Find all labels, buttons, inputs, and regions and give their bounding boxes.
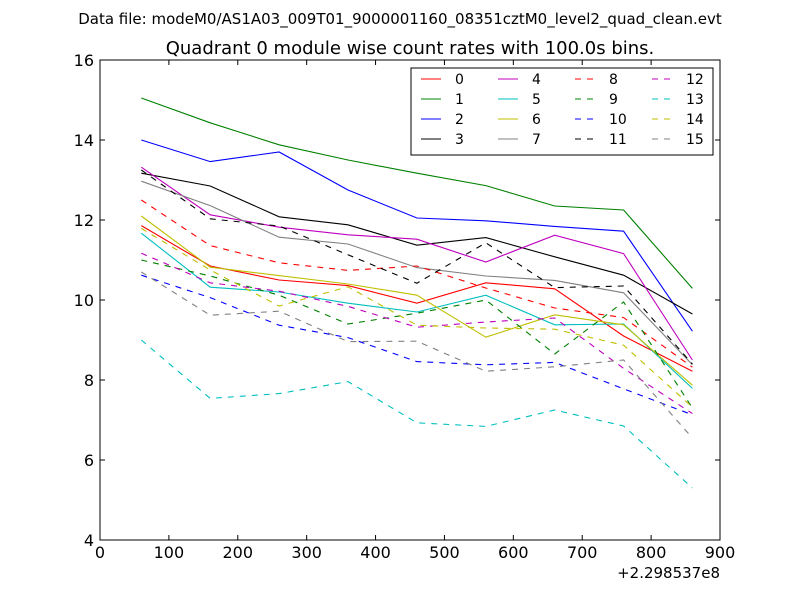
legend-label: 6 [532, 112, 541, 128]
series-line-7 [141, 180, 693, 366]
legend-entry-4: 4 [498, 72, 541, 88]
legend-entry-12: 12 [652, 72, 704, 88]
legend-label: 10 [609, 112, 627, 128]
y-tick-label: 10 [74, 291, 94, 310]
legend-box [410, 67, 714, 156]
legend-entry-7: 7 [498, 132, 541, 148]
legend-entry-8: 8 [575, 72, 618, 88]
series-line-14 [141, 227, 693, 408]
legend-entry-10: 10 [575, 112, 627, 128]
legend-label: 12 [686, 72, 704, 88]
series-line-0 [141, 225, 693, 372]
legend-label: 11 [609, 132, 627, 148]
x-tick-label: 700 [567, 543, 598, 562]
series-line-9 [141, 259, 693, 409]
y-tick-label: 16 [74, 51, 94, 70]
series-line-8 [140, 199, 693, 368]
chart-title: Quadrant 0 module wise count rates with … [166, 38, 655, 59]
series-line-5 [140, 232, 693, 389]
x-tick-label: 600 [498, 543, 529, 562]
legend-label: 2 [455, 112, 464, 128]
legend-label: 8 [609, 72, 618, 88]
y-tick-label: 14 [74, 131, 94, 150]
x-tick-label: 300 [291, 543, 322, 562]
series-line-2 [141, 139, 693, 332]
legend-label: 0 [455, 72, 464, 88]
series-line-12 [141, 252, 693, 415]
x-tick-label: 0 [95, 543, 105, 562]
legend-entry-2: 2 [421, 112, 464, 128]
series-line-1 [141, 97, 693, 289]
figure-suptitle: Data file: modeM0/AS1A03_009T01_90000011… [78, 10, 722, 29]
series-line-4 [140, 166, 693, 361]
legend-entry-15: 15 [652, 132, 704, 148]
legend-label: 15 [686, 132, 704, 148]
legend-entry-5: 5 [498, 92, 541, 108]
series-line-10 [141, 274, 693, 416]
legend-label: 9 [609, 92, 618, 108]
legend-entry-14: 14 [652, 112, 704, 128]
legend-label: 3 [455, 132, 464, 148]
series-line-11 [140, 169, 693, 365]
x-tick-label: 500 [429, 543, 460, 562]
legend-label: 14 [686, 112, 704, 128]
series-line-13 [140, 339, 693, 489]
legend-label: 1 [455, 92, 464, 108]
legend-label: 5 [532, 92, 541, 108]
legend-entry-6: 6 [498, 112, 541, 128]
x-tick-label: 900 [705, 543, 736, 562]
series-line-3 [141, 172, 693, 315]
series-line-15 [141, 271, 693, 439]
legend-entry-3: 3 [421, 132, 464, 148]
legend-label: 4 [532, 72, 541, 88]
legend-entry-11: 11 [575, 132, 627, 148]
x-tick-label: 200 [223, 543, 254, 562]
series-lines [140, 97, 693, 489]
legend-entry-1: 1 [421, 92, 464, 108]
legend-label: 13 [686, 92, 704, 108]
y-tick-label: 6 [84, 451, 94, 470]
y-tick-label: 4 [84, 531, 94, 550]
x-tick-label: 800 [636, 543, 667, 562]
y-tick-label: 12 [74, 211, 94, 230]
legend-entry-9: 9 [575, 92, 618, 108]
legend-entry-0: 0 [421, 72, 464, 88]
series-line-6 [140, 215, 693, 386]
legend-entry-13: 13 [652, 92, 704, 108]
x-tick-label: 100 [154, 543, 185, 562]
x-axis-offset-label: +2.298537e8 [617, 564, 720, 582]
legend-label: 7 [532, 132, 541, 148]
y-tick-label: 8 [84, 371, 94, 390]
x-tick-label: 400 [360, 543, 391, 562]
